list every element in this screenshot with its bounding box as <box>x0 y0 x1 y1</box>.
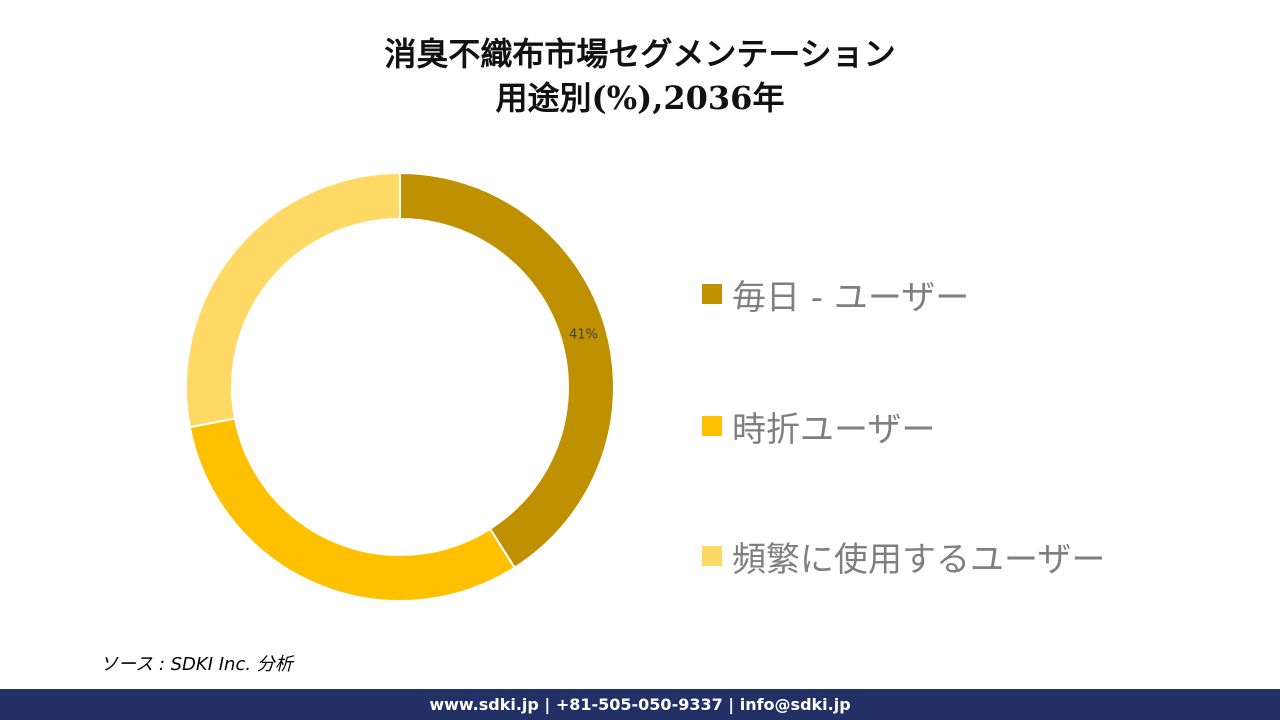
chart-title-line2: 用途別(%),2036年 <box>495 79 785 117</box>
legend-swatch-occasional <box>702 416 722 436</box>
donut-slices <box>185 171 615 602</box>
data-label-daily: 41% <box>569 328 598 343</box>
legend-label-occasional: 時折ユーザー <box>732 409 936 450</box>
footer-bar: www.sdki.jp | +81-505-050-9337 | info@sd… <box>0 689 1280 720</box>
legend-swatch-frequent <box>702 546 722 566</box>
legend-item-occasional: 時折ユーザー <box>702 402 935 450</box>
source-note: ソース : SDKI Inc. 分析 <box>100 654 293 675</box>
chart-title-line1: 消臭不織布市場セグメンテーション <box>384 35 896 73</box>
chart-title: 消臭不織布市場セグメンテーション 用途別(%),2036年 <box>0 32 1280 120</box>
footer-contact: www.sdki.jp | +81-505-050-9337 | info@sd… <box>429 695 851 714</box>
donut-slice-daily <box>399 171 615 570</box>
legend-swatch-daily <box>702 284 722 304</box>
legend-item-frequent: 頻繁に使用するユーザー <box>702 532 1105 580</box>
legend-item-daily: 毎日 - ユーザー <box>702 270 969 318</box>
donut-slice-frequent <box>185 171 401 429</box>
legend-label-frequent: 頻繁に使用するユーザー <box>732 539 1106 580</box>
legend-label-daily: 毎日 - ユーザー <box>732 277 970 318</box>
donut-slice-occasional <box>188 417 517 602</box>
data-labels: 41% <box>569 328 598 343</box>
